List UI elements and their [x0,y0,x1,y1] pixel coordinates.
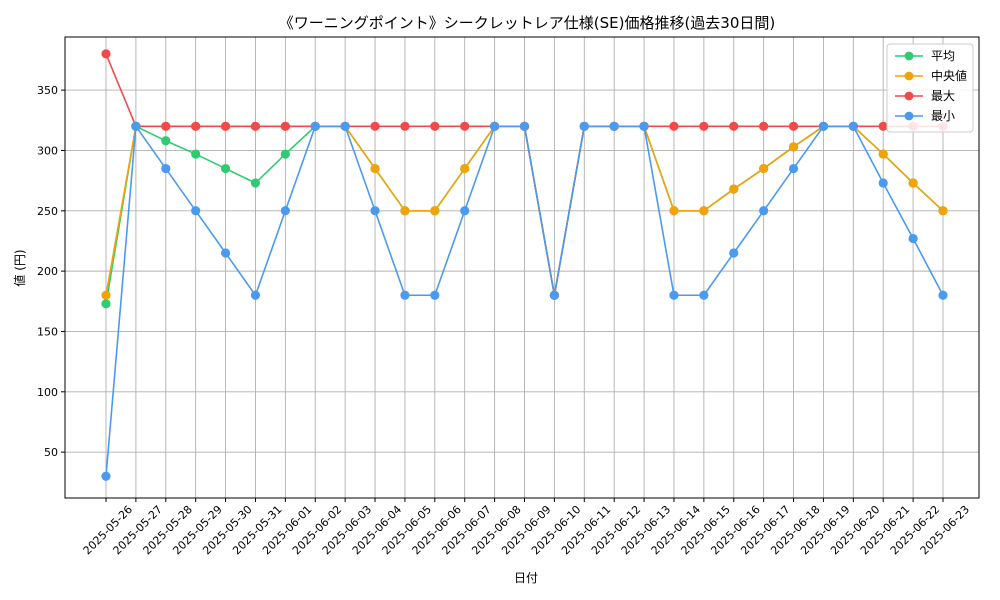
data-point [579,121,589,131]
legend-label: 中央値 [931,68,967,83]
y-axis-label: 値 (円) [12,249,27,286]
legend-marker [904,71,914,81]
data-point [101,471,111,481]
data-point [490,121,500,131]
data-point [759,206,769,216]
data-point [460,206,470,216]
data-point [370,121,380,131]
data-point [250,121,261,131]
data-point [788,121,799,131]
y-tick-label: 150 [37,325,58,338]
data-point [699,290,709,300]
data-point [131,121,141,131]
data-point [908,233,918,244]
data-point [788,142,799,152]
data-point [609,121,619,131]
data-point [878,149,888,159]
y-tick-label: 50 [44,446,58,459]
data-point [938,206,948,216]
data-point [669,206,679,216]
data-point [101,49,111,59]
data-point [400,121,410,131]
data-point [460,163,470,174]
data-point [729,248,739,258]
y-axis-ticks: 50 100 150 200 250 300 350 [37,84,65,459]
data-point [788,163,799,174]
legend-label: 最小 [931,109,955,123]
series-3 [101,121,948,481]
data-point [250,290,261,300]
data-point [699,121,709,131]
data-point [220,121,231,131]
data-point [340,121,350,131]
data-point [220,248,231,258]
data-point [370,163,380,174]
data-point [699,206,709,216]
legend-marker [904,111,914,121]
data-point [400,290,410,300]
y-tick-label: 350 [37,84,58,97]
series-layer [101,49,948,481]
data-point [908,178,918,188]
data-point [220,163,231,174]
y-tick-label: 100 [37,386,58,399]
data-point [669,290,679,300]
plot-frame [64,36,980,499]
legend-label: 平均 [931,49,955,63]
data-point [729,121,739,131]
data-point [101,290,111,300]
data-point [878,178,888,188]
data-point [878,121,888,131]
data-point [848,121,858,131]
data-point [430,206,440,216]
data-point [310,121,320,131]
data-point [549,290,559,300]
data-point [400,206,410,216]
data-point [639,121,649,131]
legend-box [886,43,974,133]
data-point [280,149,290,159]
legend-marker [904,51,914,61]
y-tick-label: 300 [37,144,58,157]
data-point [460,121,470,131]
y-tick-label: 250 [37,205,58,218]
data-point [430,121,440,131]
data-point [101,299,111,309]
data-point [161,136,171,146]
legend-label: 最大 [931,89,955,103]
data-point [669,121,679,131]
data-point [938,290,948,300]
data-point [280,206,290,216]
data-point [759,121,769,131]
data-point [191,206,201,216]
data-point [729,184,739,194]
data-point [161,121,171,131]
chart-title: 《ワーニングポイント》シークレットレア仕様(SE)価格推移(過去30日間) [279,14,776,32]
x-axis-label: 日付 [514,571,538,585]
data-point [280,121,290,131]
data-point [161,163,171,174]
data-point [250,178,261,188]
data-point [759,163,769,174]
legend-marker [904,91,914,101]
grid-layer [65,37,979,498]
data-point [191,121,201,131]
data-point [191,149,201,159]
data-point [818,121,829,131]
data-point [519,121,530,131]
y-tick-label: 200 [37,265,58,278]
data-point [370,206,380,216]
data-point [430,290,440,300]
